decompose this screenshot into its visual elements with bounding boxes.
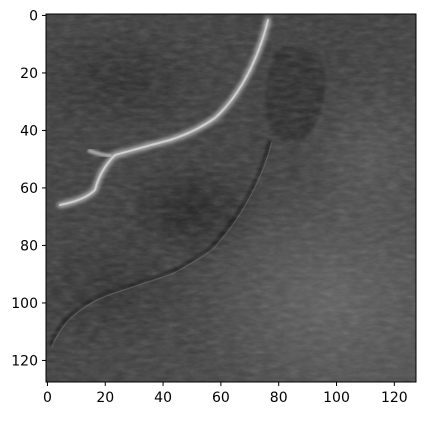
x-tick-label: 80 [270, 390, 288, 406]
y-tick-label: 40 [20, 123, 38, 139]
y-tick-label: 120 [11, 353, 38, 369]
x-tick-label: 100 [323, 390, 350, 406]
x-axis: 0 20 40 60 80 100 120 [43, 382, 408, 406]
y-tick-label: 80 [20, 238, 38, 254]
y-tick-label: 100 [11, 296, 38, 312]
x-tick-label: 60 [212, 390, 230, 406]
y-axis: 0 20 40 60 80 100 120 [11, 8, 46, 369]
axes-frame [45, 13, 417, 383]
terrain-image [46, 14, 416, 382]
x-tick-label: 40 [154, 390, 172, 406]
y-tick-label: 20 [20, 66, 38, 82]
x-tick-label: 20 [96, 390, 114, 406]
y-tick-label: 0 [29, 8, 38, 24]
y-tick-label: 60 [20, 181, 38, 197]
x-tick-label: 0 [43, 390, 52, 406]
x-tick-label: 120 [381, 390, 408, 406]
